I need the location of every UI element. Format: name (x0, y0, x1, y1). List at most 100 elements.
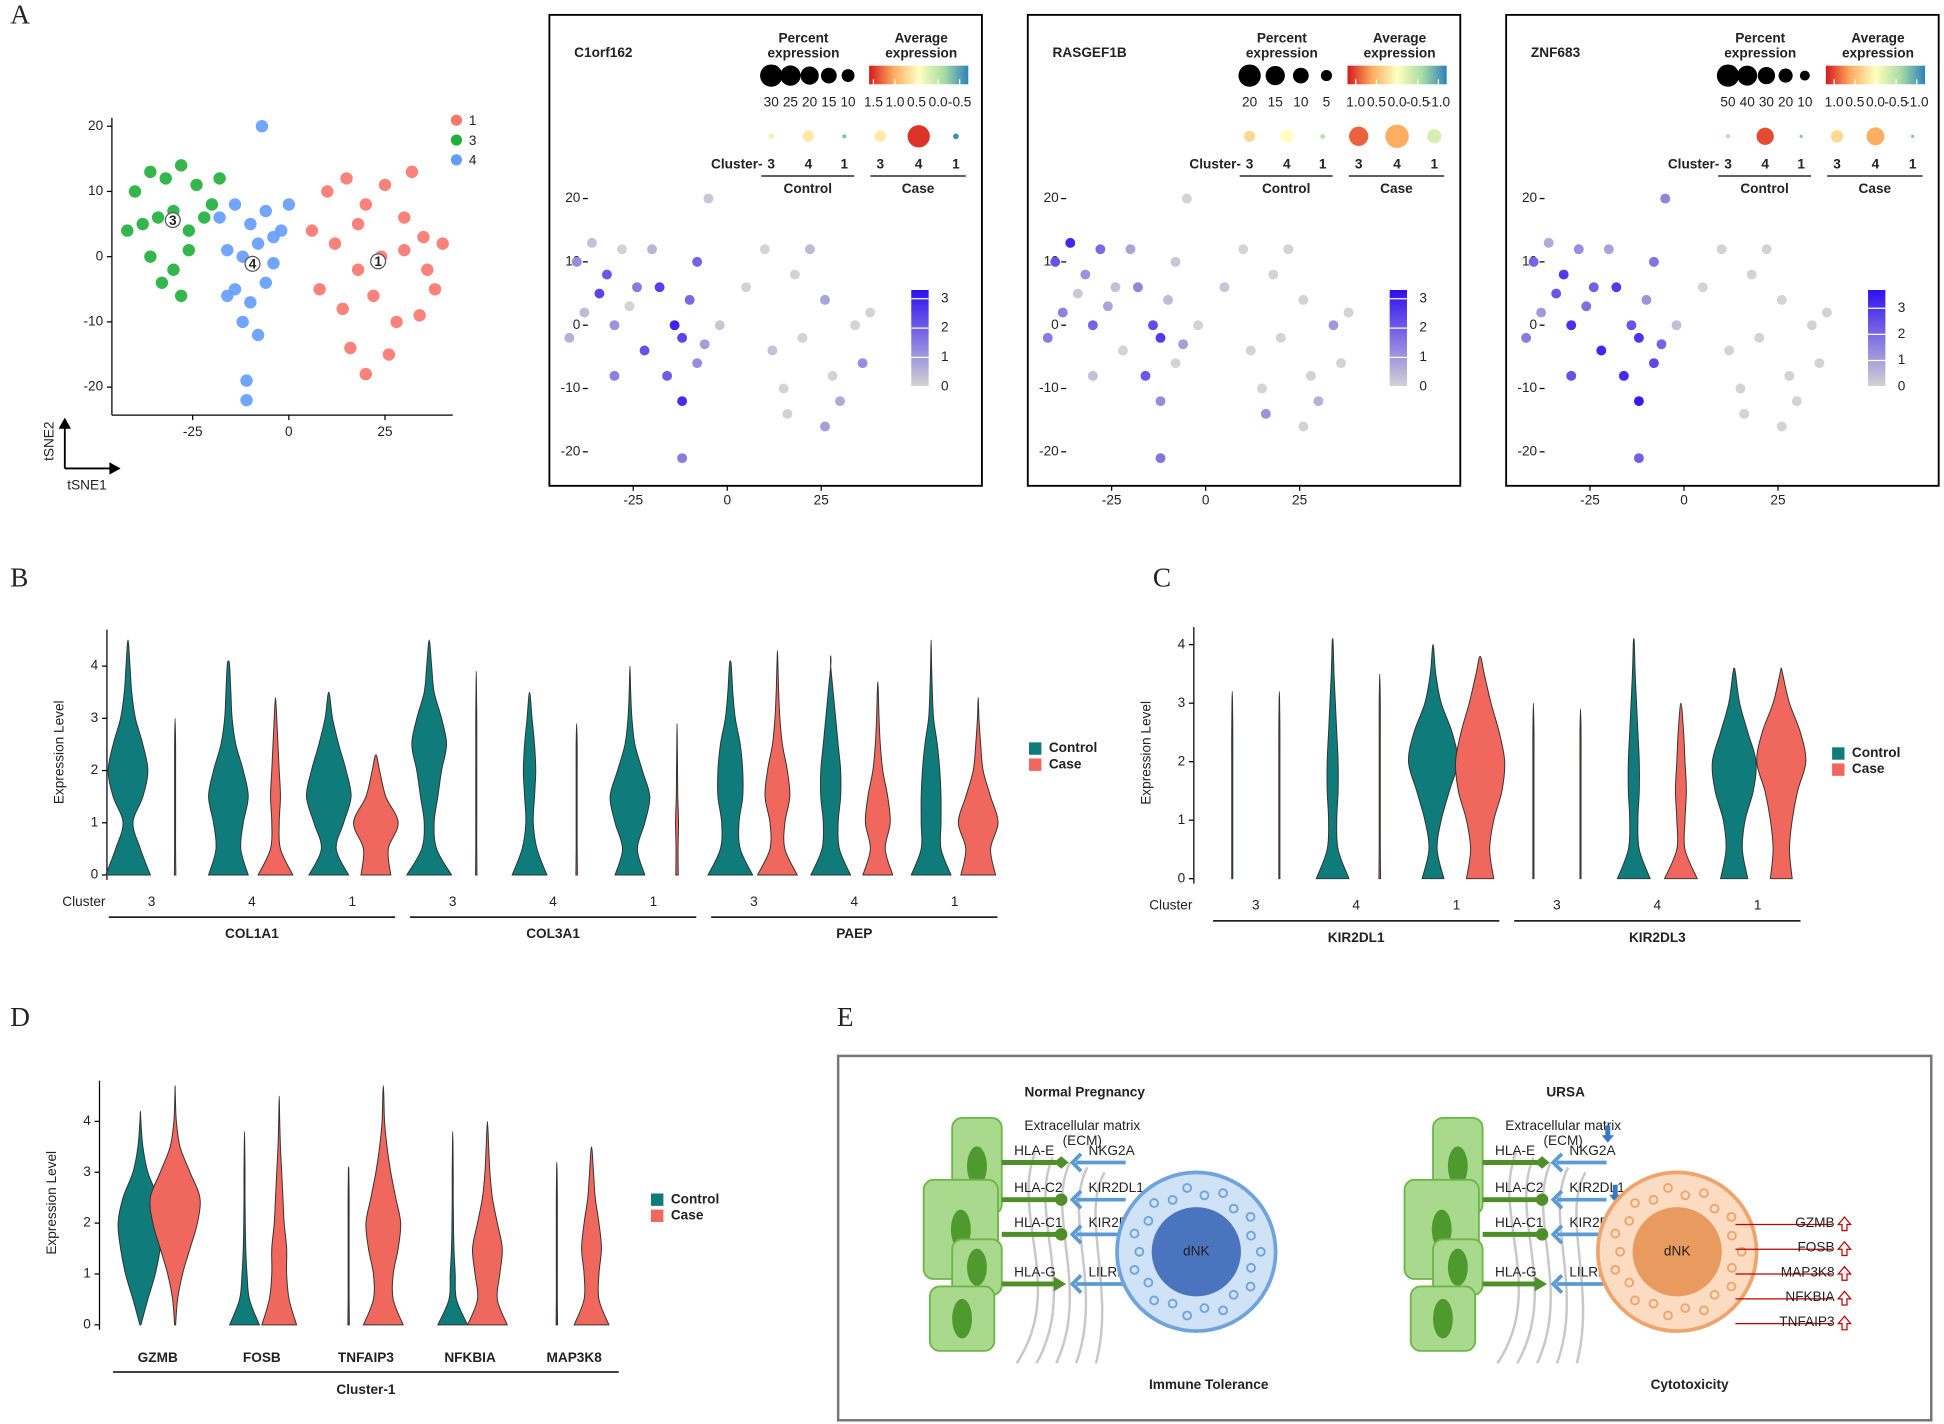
cell-point (647, 244, 658, 255)
size-legend-label: 30 (764, 94, 780, 109)
violin (362, 1085, 404, 1326)
cell-point (1080, 269, 1091, 280)
cell-point (1521, 332, 1532, 343)
cell-point (121, 224, 134, 237)
cell-point (1155, 453, 1166, 464)
cell-point (1110, 282, 1121, 293)
x-tick-label: 0 (723, 492, 731, 507)
color-legend-label: 0.0 (929, 94, 948, 109)
granule (1726, 1281, 1737, 1292)
cell-point (228, 198, 242, 211)
ecm-fiber (1035, 1157, 1056, 1364)
x-tick-label: GZMB (138, 1350, 178, 1365)
dot-category: 1 (1797, 156, 1805, 171)
size-legend-label: 50 (1720, 94, 1736, 109)
colorbar-label: 2 (941, 320, 949, 335)
granule (1630, 1198, 1640, 1208)
color-legend-bar (1347, 65, 1447, 85)
ecm-label: Extracellular matrix (1505, 1118, 1621, 1133)
violin (347, 1166, 350, 1326)
cell-point (340, 172, 353, 185)
receptor (1550, 1224, 1564, 1245)
cell-point (782, 408, 793, 419)
cell-point (1543, 237, 1554, 248)
cell-point (1140, 370, 1151, 381)
color-legend-label: -0.5 (948, 94, 971, 109)
receptor (1069, 1152, 1083, 1173)
size-legend-label: 20 (1778, 94, 1794, 109)
cell-point (827, 370, 838, 381)
cell-point (1633, 396, 1644, 407)
size-legend-title-line: expression (1724, 45, 1796, 60)
gene-label: GZMB (1795, 1215, 1834, 1230)
cell-point (1633, 453, 1644, 464)
cell-point (797, 332, 808, 343)
cell-point (1746, 269, 1757, 280)
colorbar-label: 0 (1898, 378, 1906, 393)
dot-category: 3 (767, 156, 775, 171)
group-label: Control (1262, 181, 1310, 196)
cell-point (313, 283, 326, 296)
violin (1278, 690, 1281, 880)
violin (466, 1120, 508, 1326)
cell-point (1155, 396, 1166, 407)
cell-point (205, 198, 219, 211)
dot-category: 3 (1833, 156, 1841, 171)
cell-point (850, 320, 861, 331)
cell-point (240, 393, 253, 407)
granule (1182, 1310, 1193, 1321)
colorbar (1389, 290, 1408, 387)
cell-point (1536, 307, 1547, 318)
colorbar-label: 2 (1898, 326, 1906, 341)
cell-point (182, 243, 196, 257)
gene-title: RASGEF1B (1053, 45, 1127, 60)
x-tick-label: 1 (349, 894, 357, 909)
cell-point (128, 185, 142, 198)
cell-point (1155, 332, 1166, 343)
cell-point (221, 243, 234, 257)
legend-key (1029, 742, 1042, 755)
x-tick-label: 4 (248, 894, 256, 909)
y-tick-label: 3 (83, 1164, 91, 1179)
cell-point (436, 237, 449, 250)
dot (842, 134, 847, 139)
legend-key (1832, 763, 1845, 776)
granule (1680, 1303, 1691, 1314)
group-label: Cluster-1 (336, 1382, 395, 1397)
dot (1799, 134, 1803, 138)
cell-point (351, 263, 365, 276)
receptor (1550, 1273, 1564, 1294)
cell-point (692, 358, 703, 369)
cell-point (174, 289, 188, 303)
ligand-label: HLA-C1 (1495, 1215, 1543, 1230)
nucleus (1433, 1298, 1453, 1339)
y-tick-label: 1 (91, 814, 99, 829)
cell-point (714, 320, 725, 331)
y-tick-label: 0 (83, 1316, 91, 1331)
cell-point (624, 301, 635, 312)
x-tick-label: 0 (1202, 492, 1210, 507)
cell-point (1697, 282, 1708, 293)
x-tick-label: FOSB (243, 1350, 281, 1365)
cell-point (167, 263, 180, 276)
cell-point (1102, 301, 1113, 312)
color-legend-label: 1.0 (1825, 94, 1844, 109)
cell-point (1050, 256, 1061, 267)
diagram-title: Normal Pregnancy (1025, 1085, 1146, 1100)
colorbar-label: 0 (941, 378, 949, 393)
ecm-fiber (1555, 1166, 1570, 1364)
ligand-head (1535, 1228, 1549, 1241)
cell-point (1656, 339, 1667, 350)
granule (1218, 1305, 1228, 1316)
size-legend-label: 10 (1797, 94, 1813, 109)
violin (555, 1161, 559, 1326)
size-legend-title: Percent expression (767, 30, 839, 60)
nucleus (967, 1146, 987, 1187)
x-tick-label: 25 (377, 424, 392, 439)
cell-point (1042, 332, 1053, 343)
colorbar (911, 290, 929, 387)
group-label: Control (784, 181, 832, 196)
x-tick-label: -25 (623, 492, 643, 507)
cell-point (1328, 320, 1339, 331)
